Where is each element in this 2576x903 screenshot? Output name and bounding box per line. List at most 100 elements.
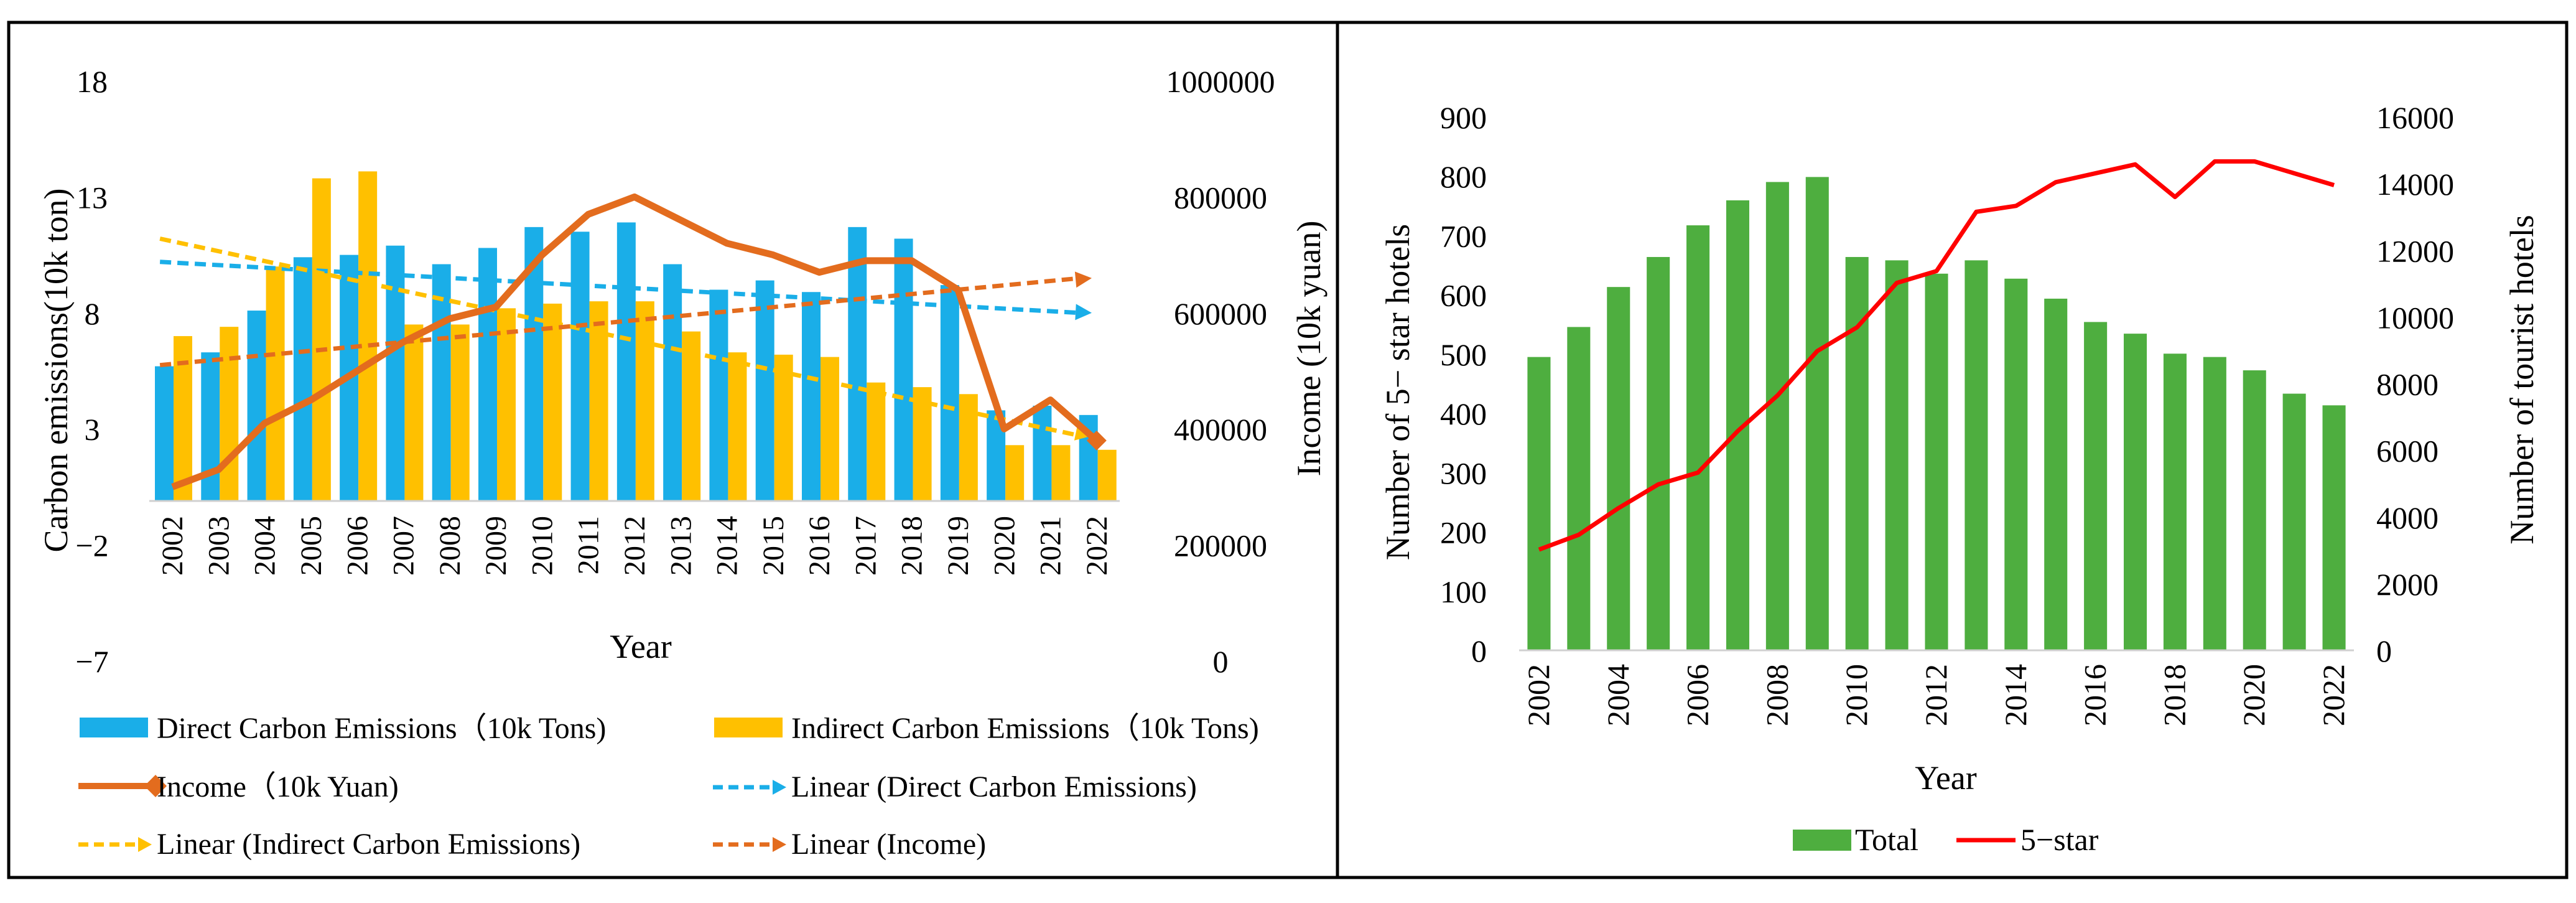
left-x-tick-label: 2006: [341, 516, 374, 576]
bar-direct-emissions: [155, 366, 174, 501]
bar-total-hotels: [1647, 256, 1670, 650]
left-x-tick-label: 2015: [757, 516, 790, 576]
bar-direct-emissions: [663, 264, 682, 501]
legend-marker-income: [144, 775, 167, 797]
bar-indirect-emissions: [913, 387, 932, 501]
left-legend: Direct Carbon Emissions（10k Tons) Indire…: [78, 712, 1259, 861]
left-y-tick-label: 18: [77, 64, 108, 99]
right-x-tick-label: 2014: [1998, 664, 2033, 726]
left-x-tick-label: 2003: [202, 516, 235, 576]
right-y-tick-label: 600000: [1174, 296, 1267, 331]
bar-total-hotels: [2163, 353, 2187, 650]
legend-arrow-trend-income: [773, 837, 786, 852]
bar-total-hotels: [1527, 357, 1551, 650]
left-x-tick-label: 2010: [526, 516, 559, 576]
bar-indirect-emissions: [774, 354, 793, 501]
bar-indirect-emissions: [497, 308, 516, 501]
left-x-axis-title: Year: [610, 628, 672, 665]
right-chart-right-tick-label: 14000: [2376, 167, 2454, 202]
left-x-tick-label: 2022: [1081, 516, 1114, 576]
left-x-tick-label: 2017: [849, 516, 882, 576]
bar-total-hotels: [2203, 357, 2226, 650]
left-x-tick-label: 2012: [618, 516, 651, 576]
bar-indirect-emissions: [635, 301, 654, 501]
bar-direct-emissions: [755, 280, 774, 501]
right-chart-right-tick-label: 10000: [2376, 300, 2454, 335]
bar-total-hotels: [2243, 370, 2266, 650]
bar-direct-emissions: [478, 248, 497, 501]
left-x-tick-label: 2016: [803, 516, 836, 576]
bar-total-hotels: [1845, 256, 1869, 650]
bar-indirect-emissions: [404, 324, 424, 501]
legend-arrow-trend-direct: [773, 780, 786, 795]
right-x-tick-label: 2008: [1759, 664, 1794, 726]
left-y2-axis-title: Income (10k yuan): [1290, 221, 1328, 477]
bar-direct-emissions: [616, 222, 636, 501]
bar-direct-emissions: [802, 292, 821, 501]
right-legend: Total 5−star: [1793, 822, 2099, 857]
left-x-tick-label: 2014: [711, 516, 744, 576]
trend-line-income-arrow: [1074, 271, 1092, 288]
legend-label-income: Income（10k Yuan): [157, 770, 399, 803]
legend-label-total: Total: [1855, 822, 1918, 857]
legend-label-trend-income: Linear (Income): [791, 828, 986, 861]
right-y2-axis-title: Number of tourist hotels: [2503, 215, 2541, 544]
bar-total-hotels: [2084, 322, 2108, 650]
right-chart-left-tick-label: 300: [1440, 456, 1487, 490]
bar-indirect-emissions: [867, 382, 886, 501]
left-y-tick-label: 13: [77, 180, 108, 215]
legend-swatch-indirect: [714, 718, 783, 737]
left-x-tick-label: 2002: [156, 516, 189, 576]
right-x-tick-label: 2010: [1839, 664, 1874, 726]
left-y-axis-title: Carbon emissions(10k ton): [37, 189, 75, 553]
bar-total-hotels: [2044, 298, 2068, 650]
legend-label-5star: 5−star: [2020, 822, 2099, 857]
bar-indirect-emissions: [1097, 449, 1117, 501]
right-x-tick-label: 2016: [2078, 664, 2113, 726]
left-x-tick-label: 2004: [249, 516, 282, 576]
line-income: [171, 193, 1099, 490]
right-chart-right-tick-label: 16000: [2376, 100, 2454, 135]
left-y-tick-label: 8: [85, 296, 100, 331]
bar-indirect-emissions: [450, 324, 470, 501]
right-chart-left-tick-label: 700: [1440, 218, 1487, 253]
bar-direct-emissions: [709, 289, 728, 501]
right-chart-left-tick-label: 800: [1440, 159, 1487, 194]
bar-direct-emissions: [940, 285, 959, 501]
bar-total-hotels: [1805, 177, 1829, 651]
bar-total-hotels: [1885, 260, 1909, 651]
legend-label-trend-direct: Linear (Direct Carbon Emissions): [791, 770, 1197, 803]
left-y-tick-label: 3: [85, 412, 100, 447]
left-x-tick-label: 2007: [388, 516, 421, 576]
bar-direct-emissions: [894, 238, 913, 501]
trend-line-indirect: [159, 236, 1081, 438]
bar-direct-emissions: [386, 245, 405, 501]
legend-label-trend-indirect: Linear (Indirect Carbon Emissions): [157, 828, 580, 861]
bar-total-hotels: [2004, 278, 2028, 650]
right-chart-right-tick-label: 8000: [2376, 367, 2439, 402]
left-y-tick-label: −7: [75, 644, 108, 679]
bar-indirect-emissions: [1005, 445, 1025, 501]
bar-indirect-emissions: [682, 331, 701, 501]
trend-line-income: [159, 276, 1081, 368]
bar-total-hotels: [1567, 327, 1591, 650]
right-chart-right-tick-label: 4000: [2376, 500, 2439, 535]
bar-total-hotels: [1607, 287, 1630, 650]
bar-direct-emissions: [247, 311, 266, 501]
legend-swatch-total: [1793, 830, 1851, 851]
bar-direct-emissions: [1033, 405, 1052, 501]
right-chart-left-tick-label: 0: [1471, 634, 1487, 668]
right-x-tick-label: 2004: [1601, 664, 1635, 726]
bar-total-hotels: [1925, 273, 1948, 650]
right-x-tick-label: 2006: [1680, 664, 1715, 726]
bar-direct-emissions: [293, 257, 312, 501]
bar-indirect-emissions: [1051, 445, 1071, 501]
bar-total-hotels: [2282, 393, 2306, 650]
bar-direct-emissions: [848, 227, 867, 501]
bar-total-hotels: [2322, 405, 2346, 650]
left-x-tick-label: 2011: [572, 516, 605, 574]
right-y-tick-label: 400000: [1174, 412, 1267, 447]
right-y-axis-title: Number of 5− star hotels: [1379, 224, 1416, 560]
legend-arrow-trend-indirect: [138, 837, 152, 852]
